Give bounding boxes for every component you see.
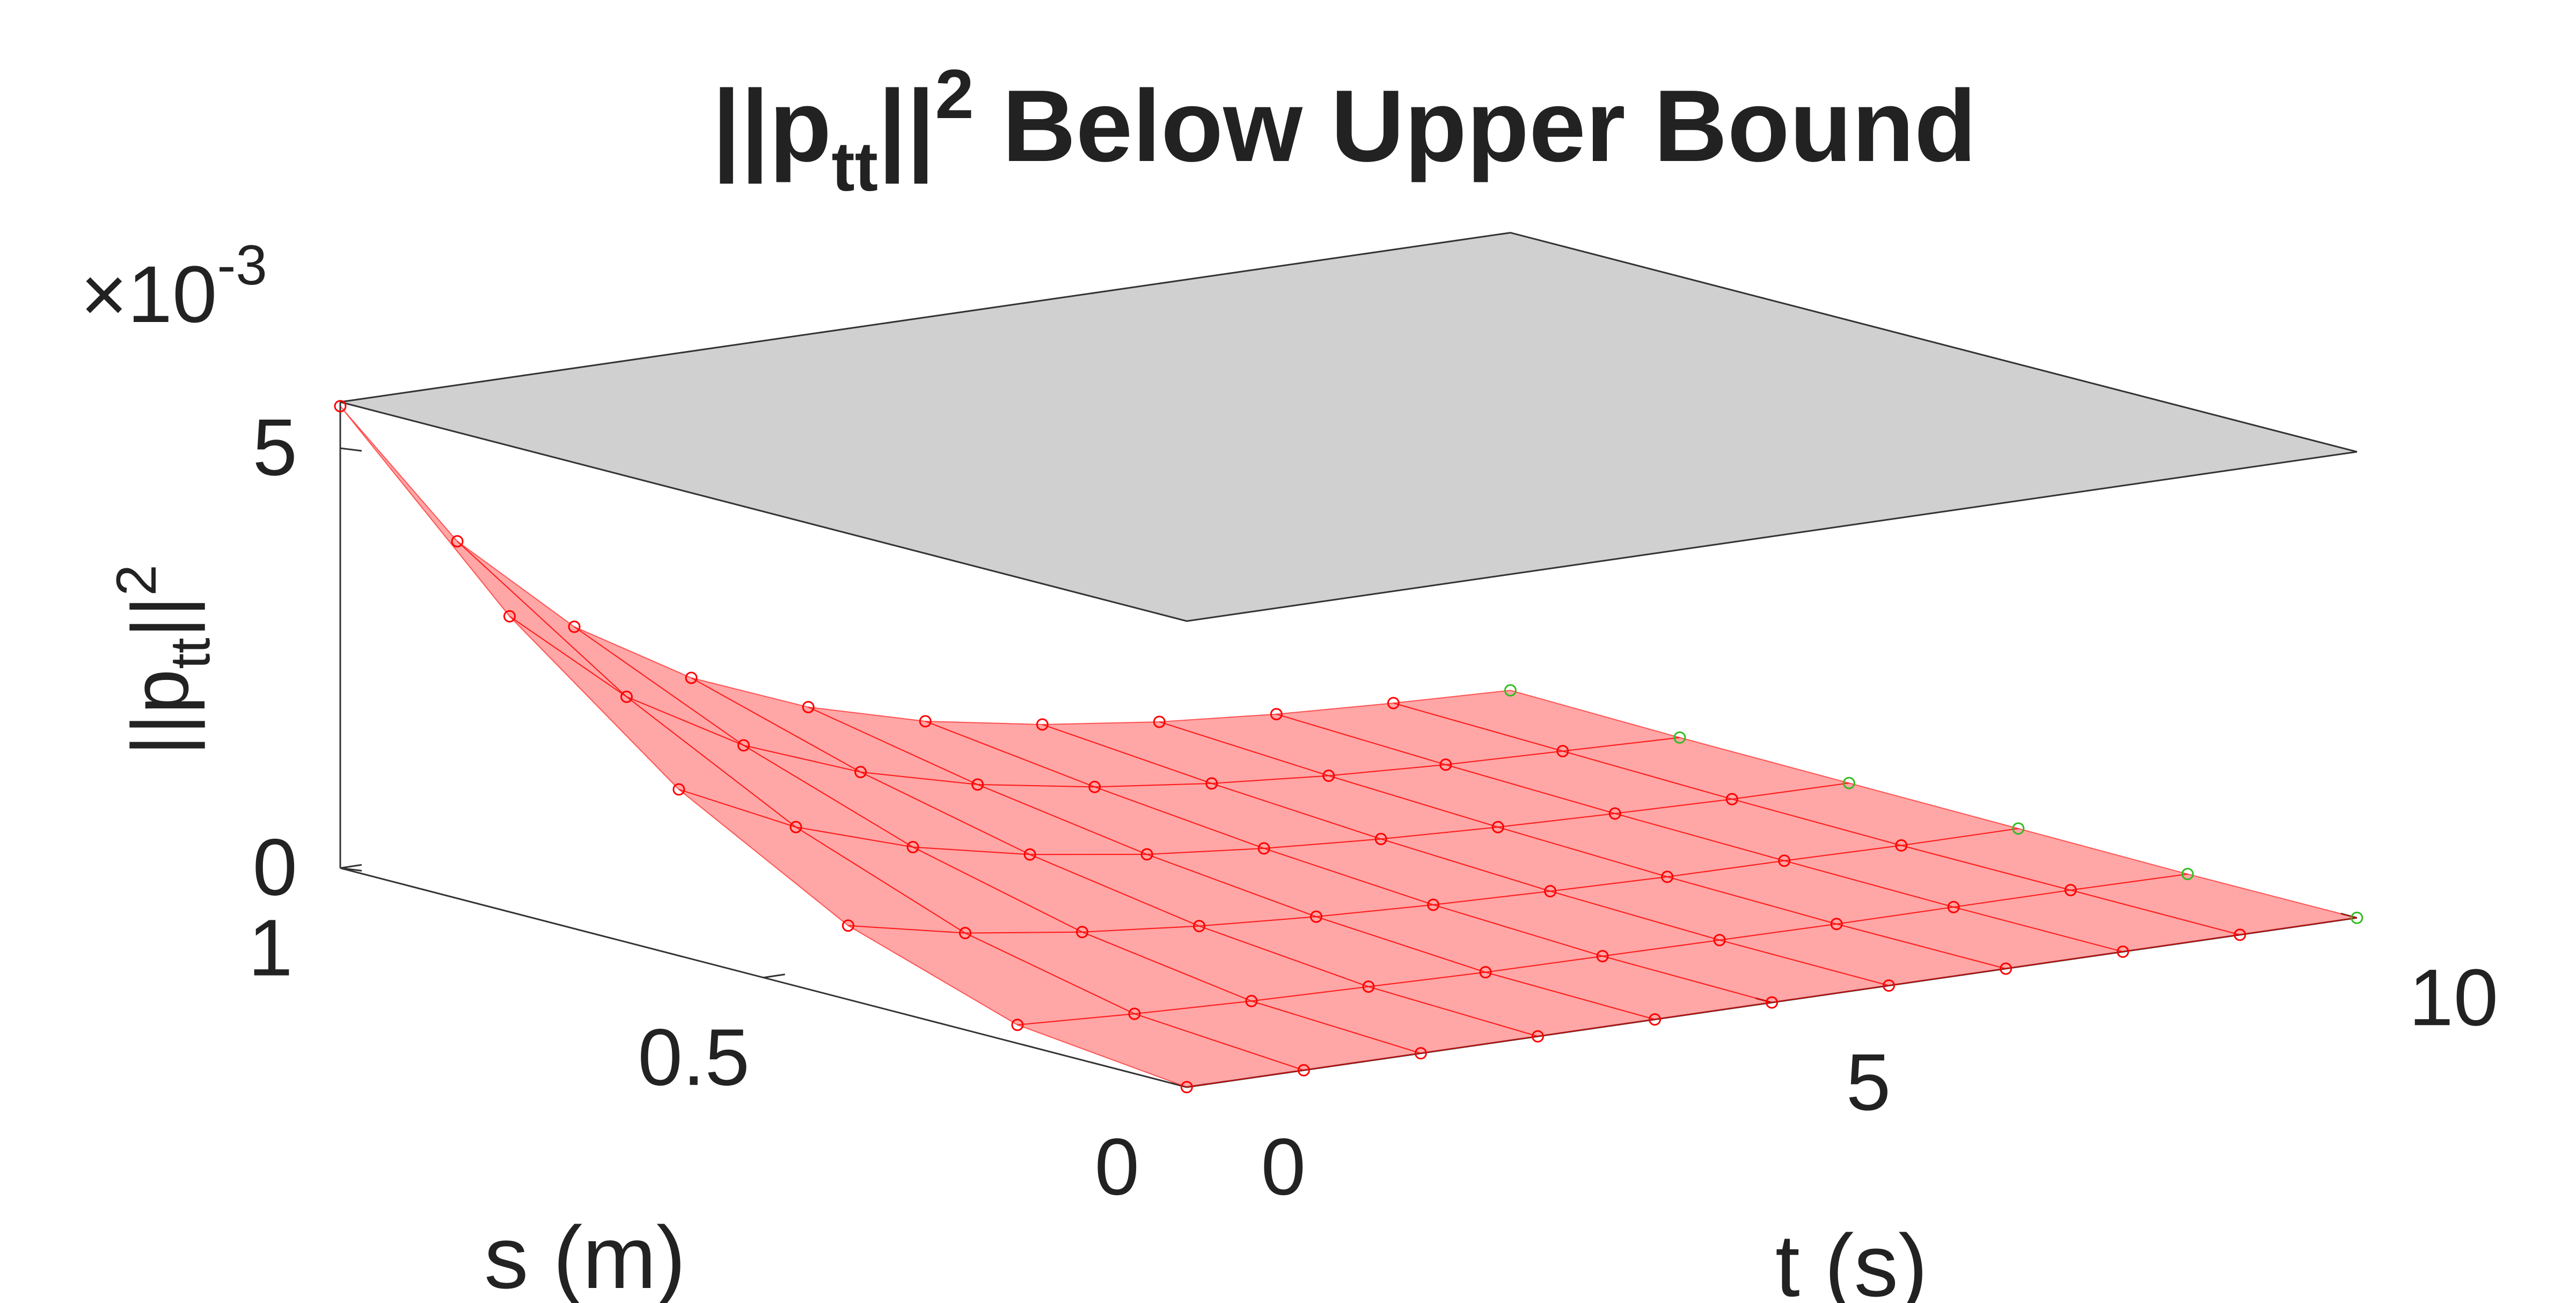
z-tick-label: 5 bbox=[253, 402, 297, 492]
surface-point bbox=[1036, 718, 1049, 731]
surface-point bbox=[1023, 848, 1036, 861]
title-part: tt bbox=[831, 127, 878, 206]
title-part: || bbox=[878, 69, 935, 184]
surface-point bbox=[1883, 979, 1896, 992]
surface-point bbox=[1205, 777, 1218, 790]
exponent-power: -3 bbox=[217, 234, 267, 297]
s-tick-label: 0.5 bbox=[638, 1012, 750, 1102]
surface-point bbox=[2351, 911, 2363, 924]
t-tick-label: 0 bbox=[1261, 1122, 1306, 1212]
surface-point bbox=[2234, 928, 2246, 941]
surface-point bbox=[1387, 697, 1400, 709]
chart-title: ||ptt||2 Below Upper Bound bbox=[712, 55, 1977, 206]
s-tick bbox=[340, 864, 362, 869]
surface-point bbox=[1362, 980, 1375, 993]
surface-point bbox=[2064, 884, 2077, 897]
s-tick-label: 1 bbox=[248, 903, 292, 993]
surface-point bbox=[1830, 918, 1843, 931]
surface-point bbox=[1556, 745, 1569, 758]
surface-point bbox=[1075, 926, 1088, 939]
surface-point bbox=[1310, 910, 1323, 923]
s-tick-label: 0 bbox=[1095, 1122, 1139, 1212]
z-tick-label: 0 bbox=[253, 822, 297, 912]
surface-point bbox=[1479, 966, 1492, 979]
surface-point bbox=[737, 739, 750, 752]
title-part: 2 bbox=[935, 55, 974, 133]
z-axis-label: ||ptt||2 bbox=[105, 565, 222, 756]
surface-point bbox=[2012, 822, 2025, 835]
surface-point bbox=[685, 671, 698, 684]
surface-point bbox=[1257, 842, 1270, 855]
surface-point bbox=[1128, 1007, 1141, 1020]
surface-point bbox=[503, 610, 516, 623]
surface-point bbox=[1491, 821, 1504, 833]
surface-point bbox=[1713, 934, 1726, 947]
surface-point bbox=[1180, 1081, 1193, 1094]
surface-point bbox=[1374, 832, 1387, 845]
surface-point bbox=[1673, 731, 1686, 744]
surface-point bbox=[841, 919, 854, 932]
surface-cell bbox=[2070, 873, 2358, 935]
surface-point bbox=[1649, 1013, 1662, 1026]
surface-point bbox=[1608, 807, 1621, 820]
surface-point bbox=[1544, 885, 1557, 898]
y-axis-label: s (m) bbox=[484, 1208, 686, 1303]
zlabel-part: || bbox=[115, 596, 205, 638]
surface-point bbox=[1297, 1064, 1310, 1077]
title-part: Below Upper Bound bbox=[974, 69, 1977, 183]
surface-point bbox=[1842, 777, 1855, 789]
surface-point bbox=[1895, 839, 1908, 852]
t-tick-label: 5 bbox=[1846, 1037, 1891, 1127]
surface-point bbox=[1439, 758, 1452, 771]
zlabel-part: tt bbox=[159, 638, 222, 669]
surface-point bbox=[1140, 848, 1153, 861]
surface-point bbox=[2181, 868, 2194, 881]
surface-point bbox=[451, 535, 464, 548]
surface-point bbox=[1414, 1047, 1427, 1060]
surface-point bbox=[1725, 793, 1738, 806]
surface-point bbox=[1661, 870, 1674, 883]
zlabel-part: ||p bbox=[115, 669, 205, 756]
z-tick bbox=[340, 447, 362, 452]
surface-point bbox=[1531, 1030, 1544, 1043]
surface-point bbox=[802, 701, 815, 714]
surface-point bbox=[1153, 715, 1166, 728]
upper-bound-plane bbox=[340, 232, 2358, 622]
t-tick-label: 10 bbox=[2409, 952, 2498, 1042]
surface-point bbox=[1270, 708, 1283, 721]
surface-point bbox=[1322, 769, 1335, 782]
surface-point bbox=[2000, 962, 2012, 975]
surface-point bbox=[334, 400, 347, 413]
surface-point bbox=[1778, 854, 1791, 867]
surface-point bbox=[958, 927, 971, 940]
surface-point bbox=[971, 778, 984, 791]
surface-point bbox=[2117, 945, 2129, 958]
surface-point bbox=[854, 766, 867, 779]
surface-point bbox=[1504, 684, 1517, 697]
zlabel-part: 2 bbox=[105, 565, 168, 596]
surface-point bbox=[1011, 1019, 1024, 1031]
surface-point bbox=[1947, 901, 1960, 913]
surface-point bbox=[906, 840, 919, 853]
surface-point bbox=[1245, 994, 1258, 1007]
surface-point bbox=[1193, 920, 1206, 933]
z-tick bbox=[340, 867, 362, 872]
z-exponent: ×10-3 bbox=[80, 234, 267, 339]
surface-point bbox=[620, 690, 633, 703]
exponent-base: ×10 bbox=[80, 249, 217, 339]
surface-point bbox=[672, 783, 685, 796]
surface-point bbox=[568, 620, 581, 633]
surface-point bbox=[919, 715, 932, 728]
surface-point bbox=[1596, 950, 1609, 963]
s-tick bbox=[763, 973, 785, 979]
surface-point bbox=[789, 821, 802, 833]
x-axis-label: t (s) bbox=[1775, 1216, 1928, 1303]
surface-point bbox=[1088, 780, 1101, 793]
surface-point bbox=[1427, 898, 1440, 911]
surface-point bbox=[1766, 996, 1779, 1009]
title-part: ||p bbox=[712, 69, 831, 184]
